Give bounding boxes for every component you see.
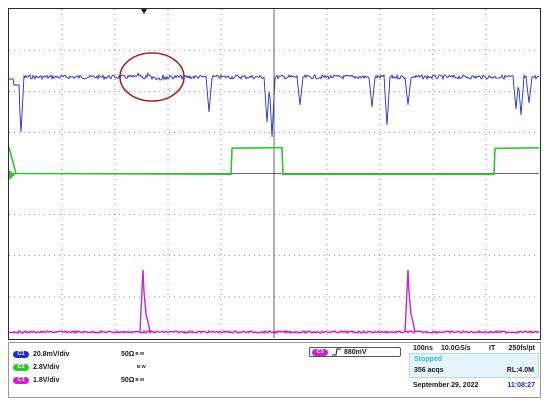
waveform-display[interactable] (8, 8, 541, 340)
info-bar: C1 20.8mV/div 50ΩB W C2 2.8V/div B W C3 … (8, 342, 541, 398)
ch3-impedance: 50ΩB W (121, 376, 145, 384)
ch3-scale: 1.8V/div (33, 376, 60, 384)
ch1-impedance: 50ΩB W (121, 350, 145, 358)
ch2-scale: 2.8V/div (33, 363, 60, 371)
ch2-badge: C2 (13, 363, 29, 371)
trigger-source-badge: C3 (312, 348, 328, 356)
date: September 29, 2022 (413, 382, 479, 389)
ch3-trace (9, 269, 539, 335)
rising-edge-icon (332, 348, 341, 356)
time: 11:08:27 (507, 382, 535, 389)
ch3-badge: C3 (13, 376, 29, 384)
ch1-scale: 20.8mV/div (33, 350, 70, 358)
waveform-canvas (9, 9, 539, 338)
acquisition-status-box: Stopped 356 acqs RL:4.0M (409, 353, 539, 378)
run-status: Stopped (414, 356, 442, 363)
ch2-ground-marker-icon (9, 170, 15, 180)
acq-mode: IT (489, 345, 496, 352)
record-length: RL:4.0M (506, 367, 534, 374)
acquisition-panel[interactable]: 100ns 10.0GS/s IT 250fs/pt Stopped 356 a… (409, 344, 539, 396)
resolution: 250fs/pt (508, 345, 535, 352)
acq-count: 356 acqs (414, 367, 444, 374)
sample-rate: 10.0GS/s (441, 345, 471, 352)
timebase: 100ns (413, 345, 433, 352)
ch2-settings[interactable]: C2 2.8V/div B W (13, 362, 146, 372)
ch2-trace (9, 146, 539, 176)
ch1-trace (9, 71, 539, 138)
trigger-level: 880mV (344, 348, 367, 356)
trigger-settings[interactable]: C3 880mV (309, 347, 401, 357)
ch2-impedance: B W (137, 364, 146, 370)
highlight-ellipse (119, 52, 185, 102)
ch1-settings[interactable]: C1 20.8mV/div 50ΩB W (13, 349, 144, 359)
trigger-marker-icon (141, 9, 147, 14)
ch1-badge: C1 (13, 350, 29, 358)
ch3-settings[interactable]: C3 1.8V/div 50ΩB W (13, 375, 144, 385)
